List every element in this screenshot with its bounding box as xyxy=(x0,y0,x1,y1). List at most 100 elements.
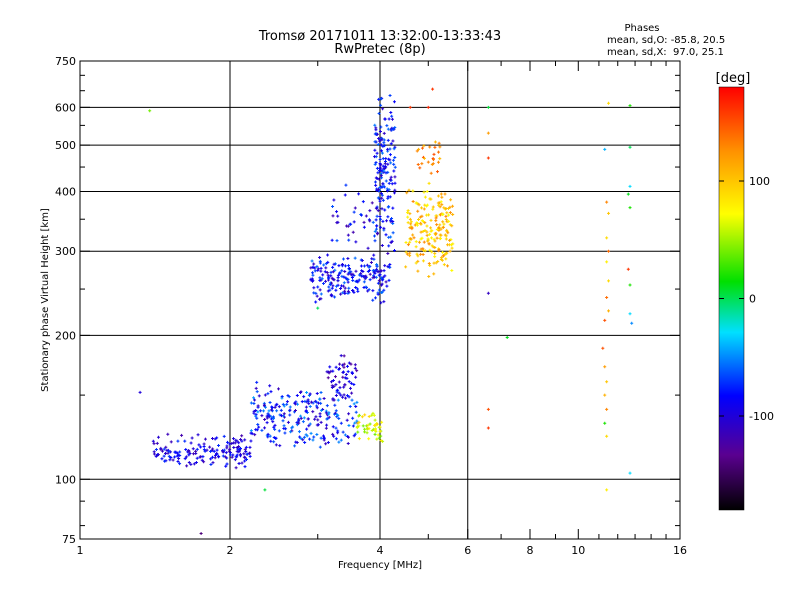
data-point xyxy=(375,206,379,210)
data-point xyxy=(384,233,388,237)
data-point xyxy=(339,393,343,397)
data-point xyxy=(381,184,385,188)
data-point xyxy=(274,443,278,447)
data-point xyxy=(449,198,453,202)
data-point xyxy=(432,152,436,156)
data-point xyxy=(435,223,439,227)
data-point xyxy=(372,275,376,279)
y-tick-label: 400 xyxy=(55,185,76,198)
data-point xyxy=(392,248,396,252)
data-point xyxy=(355,369,359,373)
data-point xyxy=(386,265,390,269)
data-point xyxy=(359,213,363,217)
data-point xyxy=(350,275,354,279)
data-point xyxy=(254,386,258,390)
data-point xyxy=(243,459,247,463)
data-point xyxy=(347,286,351,290)
data-point xyxy=(315,265,319,269)
data-point xyxy=(183,439,187,443)
data-point xyxy=(419,237,423,241)
data-point xyxy=(425,230,429,234)
data-point xyxy=(376,270,380,274)
data-point xyxy=(239,438,243,442)
data-point xyxy=(376,433,380,437)
data-point xyxy=(373,132,377,136)
data-point xyxy=(607,211,611,215)
data-point xyxy=(418,166,422,170)
data-point xyxy=(347,270,351,274)
data-point xyxy=(393,125,397,129)
data-point xyxy=(228,453,232,457)
data-point xyxy=(409,220,413,224)
chart-subtitle: RwPretec (8p) xyxy=(334,42,425,57)
data-point xyxy=(374,218,378,222)
data-point xyxy=(265,416,269,420)
data-point xyxy=(329,369,333,373)
data-point xyxy=(342,362,346,366)
data-point xyxy=(304,405,308,409)
data-point xyxy=(440,195,444,199)
data-point xyxy=(266,435,270,439)
data-point xyxy=(316,268,320,272)
data-point xyxy=(269,417,273,421)
data-point xyxy=(353,366,357,370)
data-point xyxy=(379,125,383,129)
data-point xyxy=(342,393,346,397)
data-point xyxy=(356,430,360,434)
data-point xyxy=(371,298,375,302)
data-point xyxy=(376,209,380,213)
data-point xyxy=(436,260,440,264)
data-point xyxy=(331,425,335,429)
data-point xyxy=(425,213,429,217)
data-point xyxy=(425,224,429,228)
data-point xyxy=(380,290,384,294)
data-point xyxy=(363,430,367,434)
data-point xyxy=(254,414,258,418)
data-point xyxy=(335,413,339,417)
data-point xyxy=(415,201,419,205)
data-point xyxy=(387,244,391,248)
x-tick-label: 10 xyxy=(571,544,585,557)
data-point xyxy=(352,220,356,224)
data-point xyxy=(435,228,439,232)
data-point xyxy=(383,117,387,121)
data-point xyxy=(316,423,320,427)
data-point xyxy=(336,273,340,277)
data-point xyxy=(331,270,335,274)
data-point xyxy=(341,363,345,367)
data-point xyxy=(390,182,394,186)
y-tick-label: 500 xyxy=(55,139,76,152)
data-point xyxy=(187,448,191,452)
data-point xyxy=(340,284,344,288)
data-point xyxy=(373,180,377,184)
data-point xyxy=(375,151,379,155)
data-point xyxy=(343,286,347,290)
data-point xyxy=(301,438,305,442)
data-point xyxy=(391,220,395,224)
data-point xyxy=(423,228,427,232)
data-point xyxy=(505,335,509,339)
data-point xyxy=(391,231,395,235)
data-point xyxy=(423,203,427,207)
data-point xyxy=(378,166,382,170)
data-point xyxy=(319,420,323,424)
data-point xyxy=(266,432,270,436)
data-point xyxy=(162,447,166,451)
data-point xyxy=(300,400,304,404)
data-point xyxy=(252,409,256,413)
data-point xyxy=(416,162,420,166)
data-point xyxy=(319,269,323,273)
data-point xyxy=(433,140,437,144)
data-point xyxy=(337,440,341,444)
x-tick-labels: 1 2 4 6 8 10 16 xyxy=(77,544,688,557)
data-point xyxy=(433,145,437,149)
data-point xyxy=(267,409,271,413)
colorbar-label: [deg] xyxy=(716,71,751,86)
data-point xyxy=(447,219,451,223)
data-point xyxy=(430,236,434,240)
data-point xyxy=(185,464,189,468)
data-point xyxy=(257,425,261,429)
data-point xyxy=(196,433,200,437)
data-point xyxy=(486,131,490,135)
data-point xyxy=(364,424,368,428)
